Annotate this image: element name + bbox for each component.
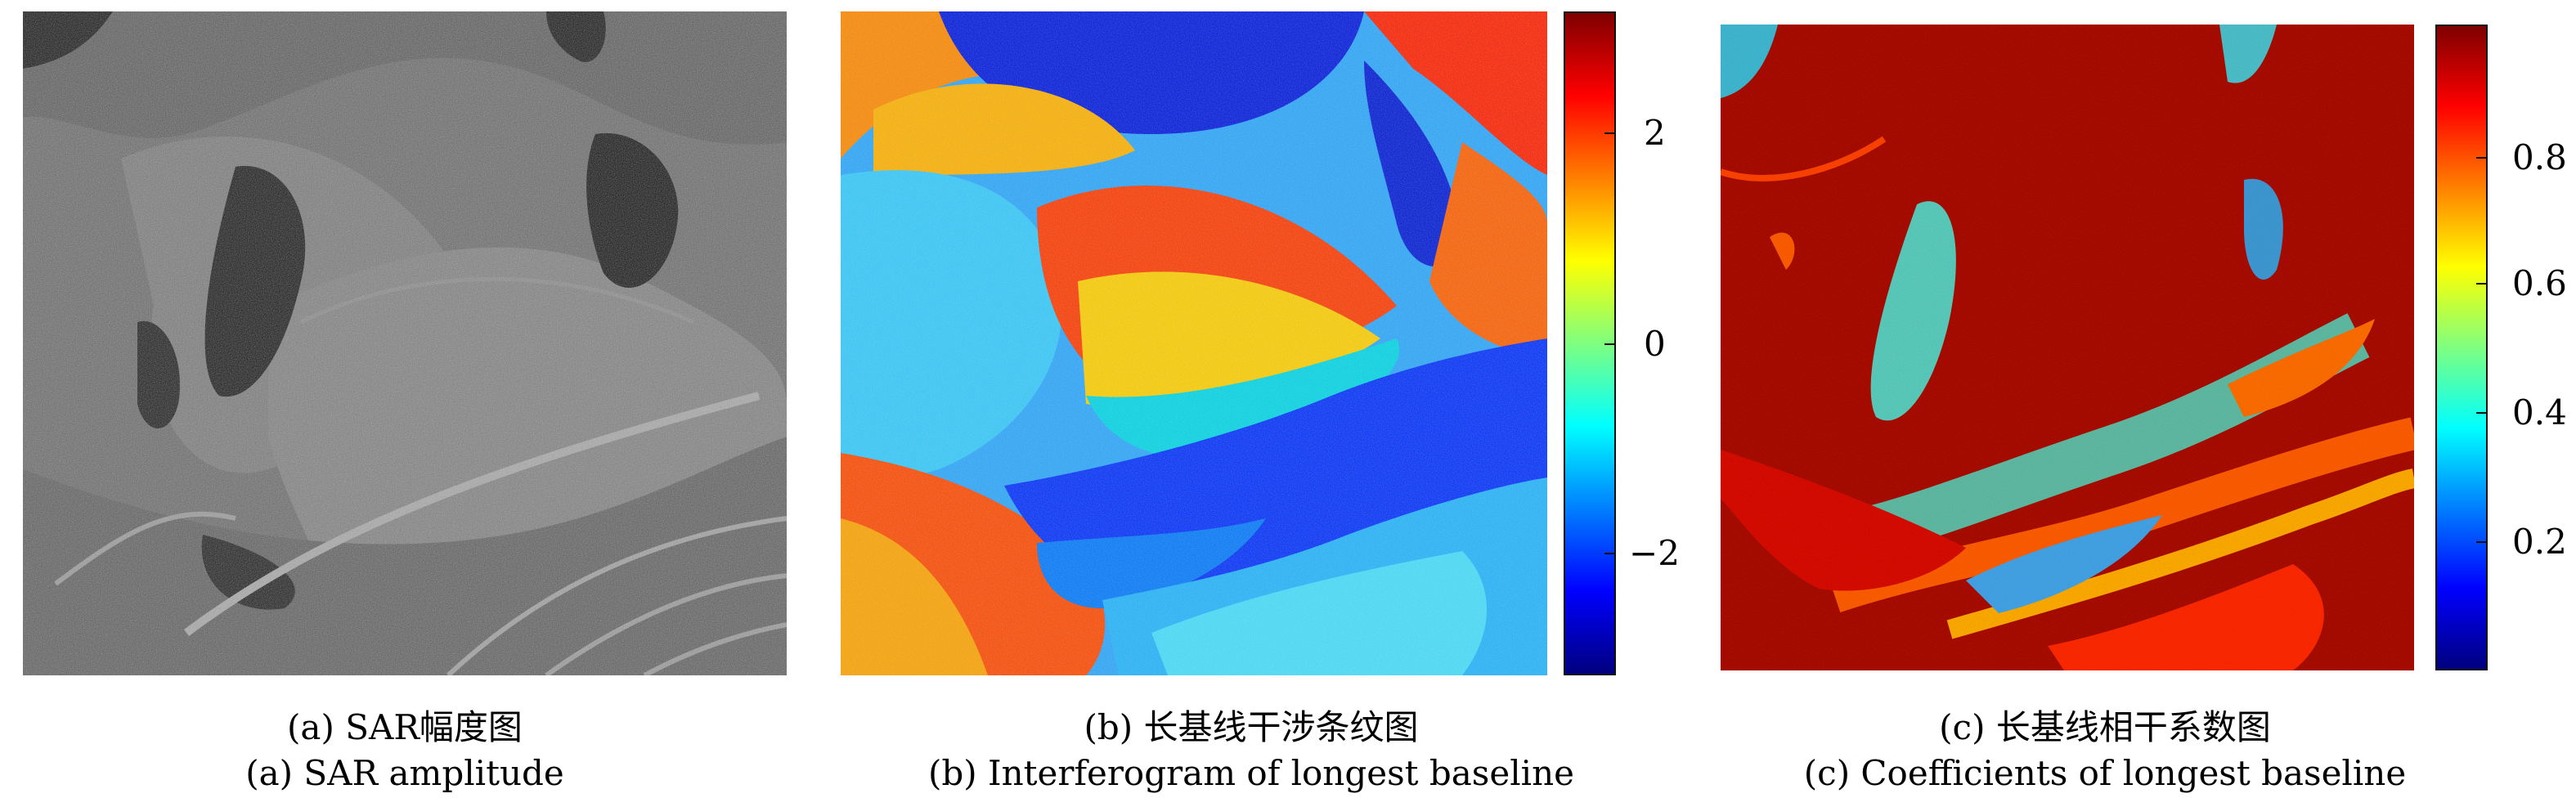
colorbar-b-label-neg2: −2 bbox=[1629, 533, 1680, 573]
colorbar-b-label-2: 2 bbox=[1644, 113, 1666, 153]
coherence-colorbar bbox=[2435, 25, 2488, 670]
caption-a-english: (a) SAR amplitude bbox=[245, 753, 564, 793]
colorbar-b-tick-2 bbox=[1604, 132, 1616, 134]
colorbar-c-label-0-6: 0.6 bbox=[2512, 263, 2567, 303]
colorbar-b-label-0: 0 bbox=[1644, 324, 1666, 364]
colorbar-b-tick-0 bbox=[1604, 343, 1616, 345]
sar-amplitude-image bbox=[23, 11, 787, 675]
colorbar-c-tick-0-8 bbox=[2476, 157, 2488, 159]
colorbar-c-tick-0-4 bbox=[2476, 412, 2488, 414]
interferogram-image bbox=[841, 11, 1547, 675]
colorbar-c-label-0-2: 0.2 bbox=[2512, 522, 2567, 562]
caption-a-chinese: (a) SAR幅度图 bbox=[287, 707, 523, 747]
caption-c-chinese: (c) 长基线相干系数图 bbox=[1939, 707, 2271, 747]
colorbar-c-label-0-8: 0.8 bbox=[2512, 137, 2567, 177]
caption-b-chinese: (b) 长基线干涉条纹图 bbox=[1084, 707, 1419, 747]
caption-c-english: (c) Coefficients of longest baseline bbox=[1803, 753, 2407, 793]
caption-b-english: (b) Interferogram of longest baseline bbox=[928, 753, 1574, 793]
colorbar-c-tick-0-6 bbox=[2476, 283, 2488, 285]
colorbar-c-label-0-4: 0.4 bbox=[2512, 392, 2567, 433]
colorbar-c-tick-0-2 bbox=[2476, 541, 2488, 543]
colorbar-b-tick-neg2 bbox=[1604, 553, 1616, 554]
coherence-image bbox=[1721, 25, 2414, 670]
